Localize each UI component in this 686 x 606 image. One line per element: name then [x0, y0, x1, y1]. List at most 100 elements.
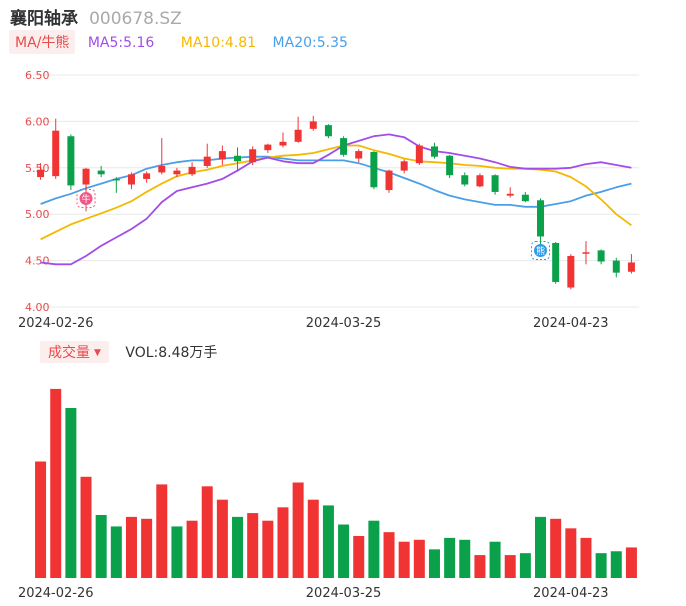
- volume-bar: [519, 553, 531, 578]
- candle: [446, 154, 454, 179]
- candle: [612, 257, 620, 278]
- ma-legend: MA/牛熊 MA5:5.16 MA10:4.81 MA20:5.35: [9, 30, 348, 54]
- candle-body: [370, 152, 378, 188]
- candle: [234, 147, 242, 172]
- candle: [521, 191, 529, 203]
- volume-bar: [186, 520, 198, 578]
- candle-body: [97, 170, 105, 175]
- volume-bar: [110, 526, 122, 578]
- candle-body: [143, 173, 151, 179]
- volume-bar: [277, 507, 289, 578]
- candle: [355, 149, 363, 163]
- volume-indicator-selector[interactable]: 成交量 ▼: [40, 341, 109, 363]
- volume-bar: [398, 541, 410, 578]
- volume-bar: [232, 516, 244, 578]
- candle: [264, 143, 272, 153]
- candle: [218, 145, 226, 166]
- ma10-label: MA10:4.81: [180, 35, 257, 51]
- candle-body: [400, 161, 408, 171]
- candle-body: [430, 146, 438, 157]
- volume-bar: [171, 526, 183, 578]
- volume-value: VOL:8.48万手: [125, 345, 218, 361]
- volume-tag-label: 成交量: [48, 345, 90, 361]
- candle: [173, 167, 181, 178]
- volume-bar: [322, 505, 334, 578]
- volume-bar: [307, 499, 319, 578]
- signal-marker-label: 牛: [82, 193, 91, 205]
- volume-bar: [201, 486, 213, 578]
- candle: [279, 132, 287, 148]
- candle-body: [446, 155, 454, 176]
- candle-body: [355, 151, 363, 159]
- candle-body: [385, 170, 393, 191]
- volume-bar: [550, 518, 562, 578]
- volume-bar: [247, 513, 259, 578]
- volume-bar: [383, 532, 395, 578]
- candle-body: [127, 174, 135, 185]
- volume-bar: [216, 499, 228, 578]
- volume-bar: [262, 520, 274, 578]
- candle-body: [264, 144, 272, 151]
- volume-bar: [580, 537, 592, 578]
- ma20-line: [40, 155, 632, 208]
- x-tick-label: 2024-04-23: [533, 316, 609, 331]
- price-axis: 6.506.005.505.004.504.00: [25, 69, 50, 314]
- volume-bar: [65, 408, 77, 578]
- candle: [582, 241, 590, 265]
- candle-body: [82, 168, 90, 185]
- volume-bar: [625, 547, 637, 578]
- candle-body: [234, 155, 242, 162]
- volume-legend: 成交量 ▼ VOL:8.48万手: [40, 341, 217, 363]
- price-grid: [33, 74, 639, 308]
- candle-body: [158, 165, 166, 173]
- candle-body: [67, 136, 75, 186]
- volume-bar: [489, 541, 501, 578]
- volume-bar: [565, 528, 577, 578]
- candle: [37, 163, 45, 180]
- volume-bar: [595, 553, 607, 578]
- ma5-line: [40, 133, 632, 266]
- candle: [97, 165, 105, 178]
- candle: [340, 136, 348, 157]
- candle: [415, 143, 423, 166]
- candle-body: [309, 121, 317, 129]
- stock-code: 000678.SZ: [89, 9, 182, 29]
- candle: [370, 151, 378, 190]
- volume-bar: [156, 484, 168, 578]
- candle: [567, 254, 575, 290]
- candle-body: [521, 194, 529, 202]
- candle: [188, 162, 196, 177]
- candle-body: [112, 178, 120, 181]
- candle: [491, 174, 499, 195]
- signal-marker-frame: [531, 240, 551, 260]
- y-tick-label: 6.00: [25, 115, 50, 128]
- candle: [112, 177, 120, 193]
- candle: [67, 134, 75, 191]
- candle: [385, 169, 393, 193]
- volume-bar: [80, 476, 92, 578]
- x-tick-label: 2024-02-26: [18, 316, 94, 331]
- candle: [203, 143, 211, 168]
- candle-body: [597, 250, 605, 262]
- candle: [552, 242, 560, 284]
- candle-body: [506, 193, 514, 196]
- volume-bar: [504, 555, 516, 578]
- signal-marker: 牛: [76, 189, 96, 209]
- y-tick-label: 4.50: [25, 255, 50, 268]
- y-tick-label: 4.00: [25, 301, 50, 314]
- header: 襄阳轴承 000678.SZ: [10, 4, 182, 29]
- volume-bar: [474, 555, 486, 578]
- candle-body: [537, 200, 545, 237]
- ma-indicator-selector[interactable]: MA/牛熊: [9, 30, 76, 54]
- candle: [400, 159, 408, 174]
- candle: [309, 115, 317, 131]
- candle: [324, 124, 332, 139]
- candle: [506, 187, 514, 198]
- candle-body: [52, 130, 60, 177]
- candle-body: [324, 125, 332, 137]
- candle-body: [340, 138, 348, 155]
- volume-bar: [292, 482, 304, 578]
- candle: [158, 138, 166, 175]
- candle: [461, 172, 469, 187]
